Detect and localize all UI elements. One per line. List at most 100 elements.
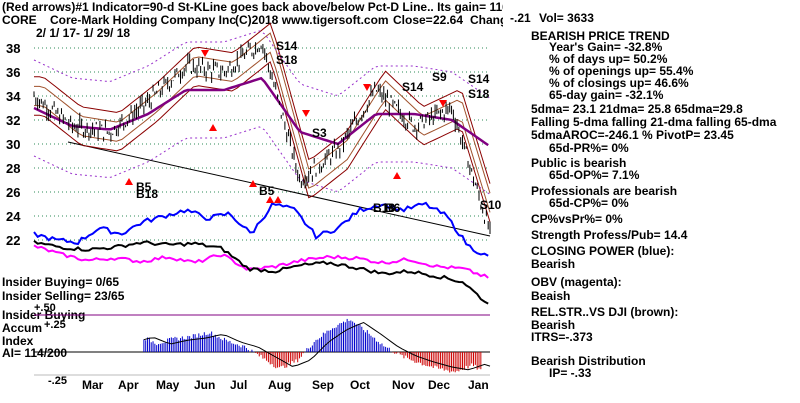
signal-arrow	[363, 84, 371, 91]
month-label: Nov	[392, 378, 415, 392]
dma-values: 5dma= 23.1 21dma= 25.8 65dma=29.8	[531, 102, 743, 116]
date-range: 2/ 1/ 17- 1/ 29/ 18	[36, 26, 130, 40]
month-label: Dec	[428, 378, 450, 392]
closing-power-line	[33, 201, 489, 257]
ma65-line	[33, 76, 489, 147]
month-label: Jul	[230, 378, 247, 392]
accum-title-b: Accum	[2, 321, 42, 335]
month-label: Jun	[194, 378, 215, 392]
signal-b5-a: B5	[136, 180, 152, 194]
y-tick-label: 36	[6, 65, 20, 80]
relstr-state: Bearish	[531, 318, 576, 332]
professionals-status: Professionals are bearish	[531, 184, 678, 198]
envelope-band	[34, 22, 491, 184]
signal-arrow	[439, 100, 447, 107]
signal-s3: S3	[312, 126, 327, 140]
closing-power-state: Bearish	[531, 257, 576, 271]
signal-arrow	[266, 196, 274, 203]
outer-band	[33, 126, 491, 195]
accum-title-c: Index	[2, 334, 34, 348]
signal-arrow	[125, 178, 133, 185]
obv-title: OBV (magenta):	[531, 275, 622, 289]
signal-arrow	[209, 124, 217, 131]
change-value: -.21	[510, 11, 531, 25]
envelope-band	[34, 61, 491, 223]
signal-s18-a: S18	[276, 53, 298, 67]
obv-line	[33, 244, 489, 279]
signal-s18-c: S18	[468, 87, 490, 101]
closings-up: % of closings up= 46.6%	[549, 76, 689, 90]
ticker-label: CORE	[2, 13, 37, 27]
relstr-line	[33, 240, 489, 305]
years-gain: Year's Gain= -32.8%	[549, 40, 663, 54]
y-tick-label: 38	[6, 41, 20, 56]
public-status: Public is bearish	[531, 156, 627, 170]
accum-ma-line	[143, 321, 491, 371]
accum-tick-bottom: -.25	[48, 375, 67, 387]
month-label: Mar	[82, 378, 104, 392]
signal-arrow	[302, 110, 310, 117]
y-tick-label: 30	[6, 137, 20, 152]
stock-chart: (Red arrows)#1 Indicator=90-d St-KLine g…	[2, 0, 503, 392]
openings-up: % of openings up= 55.4%	[549, 64, 694, 78]
accum-tick-top: +.25	[44, 319, 66, 331]
falling-dma: Falling 5-dma falling 21-dma falling 65-…	[531, 115, 777, 129]
distribution-title: Bearish Distribution	[531, 354, 646, 368]
signal-s14-c: S14	[468, 72, 490, 86]
aroc-pivot: 5dmaAROC=-246.1 % PivotP= 23.45	[531, 128, 734, 142]
cp-65d: 65d-CP%= 0%	[549, 196, 629, 210]
itrs-value: ITRS=-.373	[531, 330, 593, 344]
y-tick-label: 28	[6, 161, 20, 176]
obv-state: Beaish	[531, 289, 571, 303]
price-grid	[34, 47, 490, 241]
y-tick-label: 22	[6, 233, 20, 248]
envelope-band	[34, 51, 491, 213]
signal-b5-b: B5	[259, 184, 275, 198]
outer-band	[33, 30, 491, 99]
month-label: Aug	[268, 378, 291, 392]
signal-b18-a: B18	[136, 187, 158, 201]
insider-buying: Insider Buying= 0/65	[2, 275, 119, 289]
y-tick-label: 26	[6, 185, 20, 200]
accum-bars	[143, 318, 491, 373]
signal-arrow	[393, 172, 401, 179]
strength-ratio: Strength Profess/Pub= 14.4	[531, 228, 688, 242]
month-label: Jan	[468, 378, 489, 392]
signal-arrow	[201, 50, 209, 57]
accum-tick-top2: +.50	[34, 302, 56, 314]
price-layer	[33, 22, 491, 305]
days-up: % of days up= 50.2%	[549, 52, 668, 66]
cp-vs-pr: CP%vsPr%= 0%	[531, 212, 623, 226]
signal-s14-a: S14	[276, 39, 298, 53]
signal-labels: S14 S18 S3 S14 S9 S14 S18 B5 B18 B5 B18 …	[136, 39, 502, 215]
pr-65d: 65d-PR%= 0%	[549, 141, 629, 155]
signal-s10: S10	[480, 198, 502, 212]
signal-s9: S9	[432, 70, 447, 84]
change-group: -.21 Vol= 3633	[503, 1, 594, 24]
vol-value: 3633	[567, 11, 594, 25]
y-tick-label: 32	[6, 113, 20, 128]
chart-title: (Red arrows)#1 Indicator=90-d St-KLine g…	[2, 0, 503, 14]
insider-selling: Insider Selling= 23/65	[2, 289, 125, 303]
y-tick-label: 24	[6, 209, 21, 224]
change-label: Change=	[470, 13, 503, 27]
vol-label: Vol=	[539, 11, 564, 25]
gain-65-day: 65-day gain= -32.1%	[549, 88, 664, 102]
company-name: Core-Mark Holding Company Inc	[50, 13, 236, 27]
signal-b6: B6	[385, 201, 401, 215]
price-y-axis: 38 36 34 32 30 28 26 24 22	[6, 41, 21, 248]
signal-b18-b: B18	[373, 201, 395, 215]
copyright-text: (C)2018 www.tigersoft.com	[235, 13, 389, 27]
month-label: Oct	[350, 378, 370, 392]
ip-value: IP= -.33	[549, 366, 592, 380]
y-tick-label: 34	[6, 89, 21, 104]
month-label: Apr	[118, 378, 139, 392]
signal-s14-b: S14	[402, 80, 424, 94]
envelope-band	[34, 32, 491, 194]
signal-arrow	[249, 180, 257, 187]
month-label: Sep	[312, 378, 334, 392]
signal-arrow	[274, 196, 282, 203]
closing-power-title: CLOSING POWER (blue):	[531, 244, 675, 258]
relstr-title: REL.STR..VS DJI (brown):	[531, 305, 679, 319]
close-label: Close=	[393, 13, 433, 27]
